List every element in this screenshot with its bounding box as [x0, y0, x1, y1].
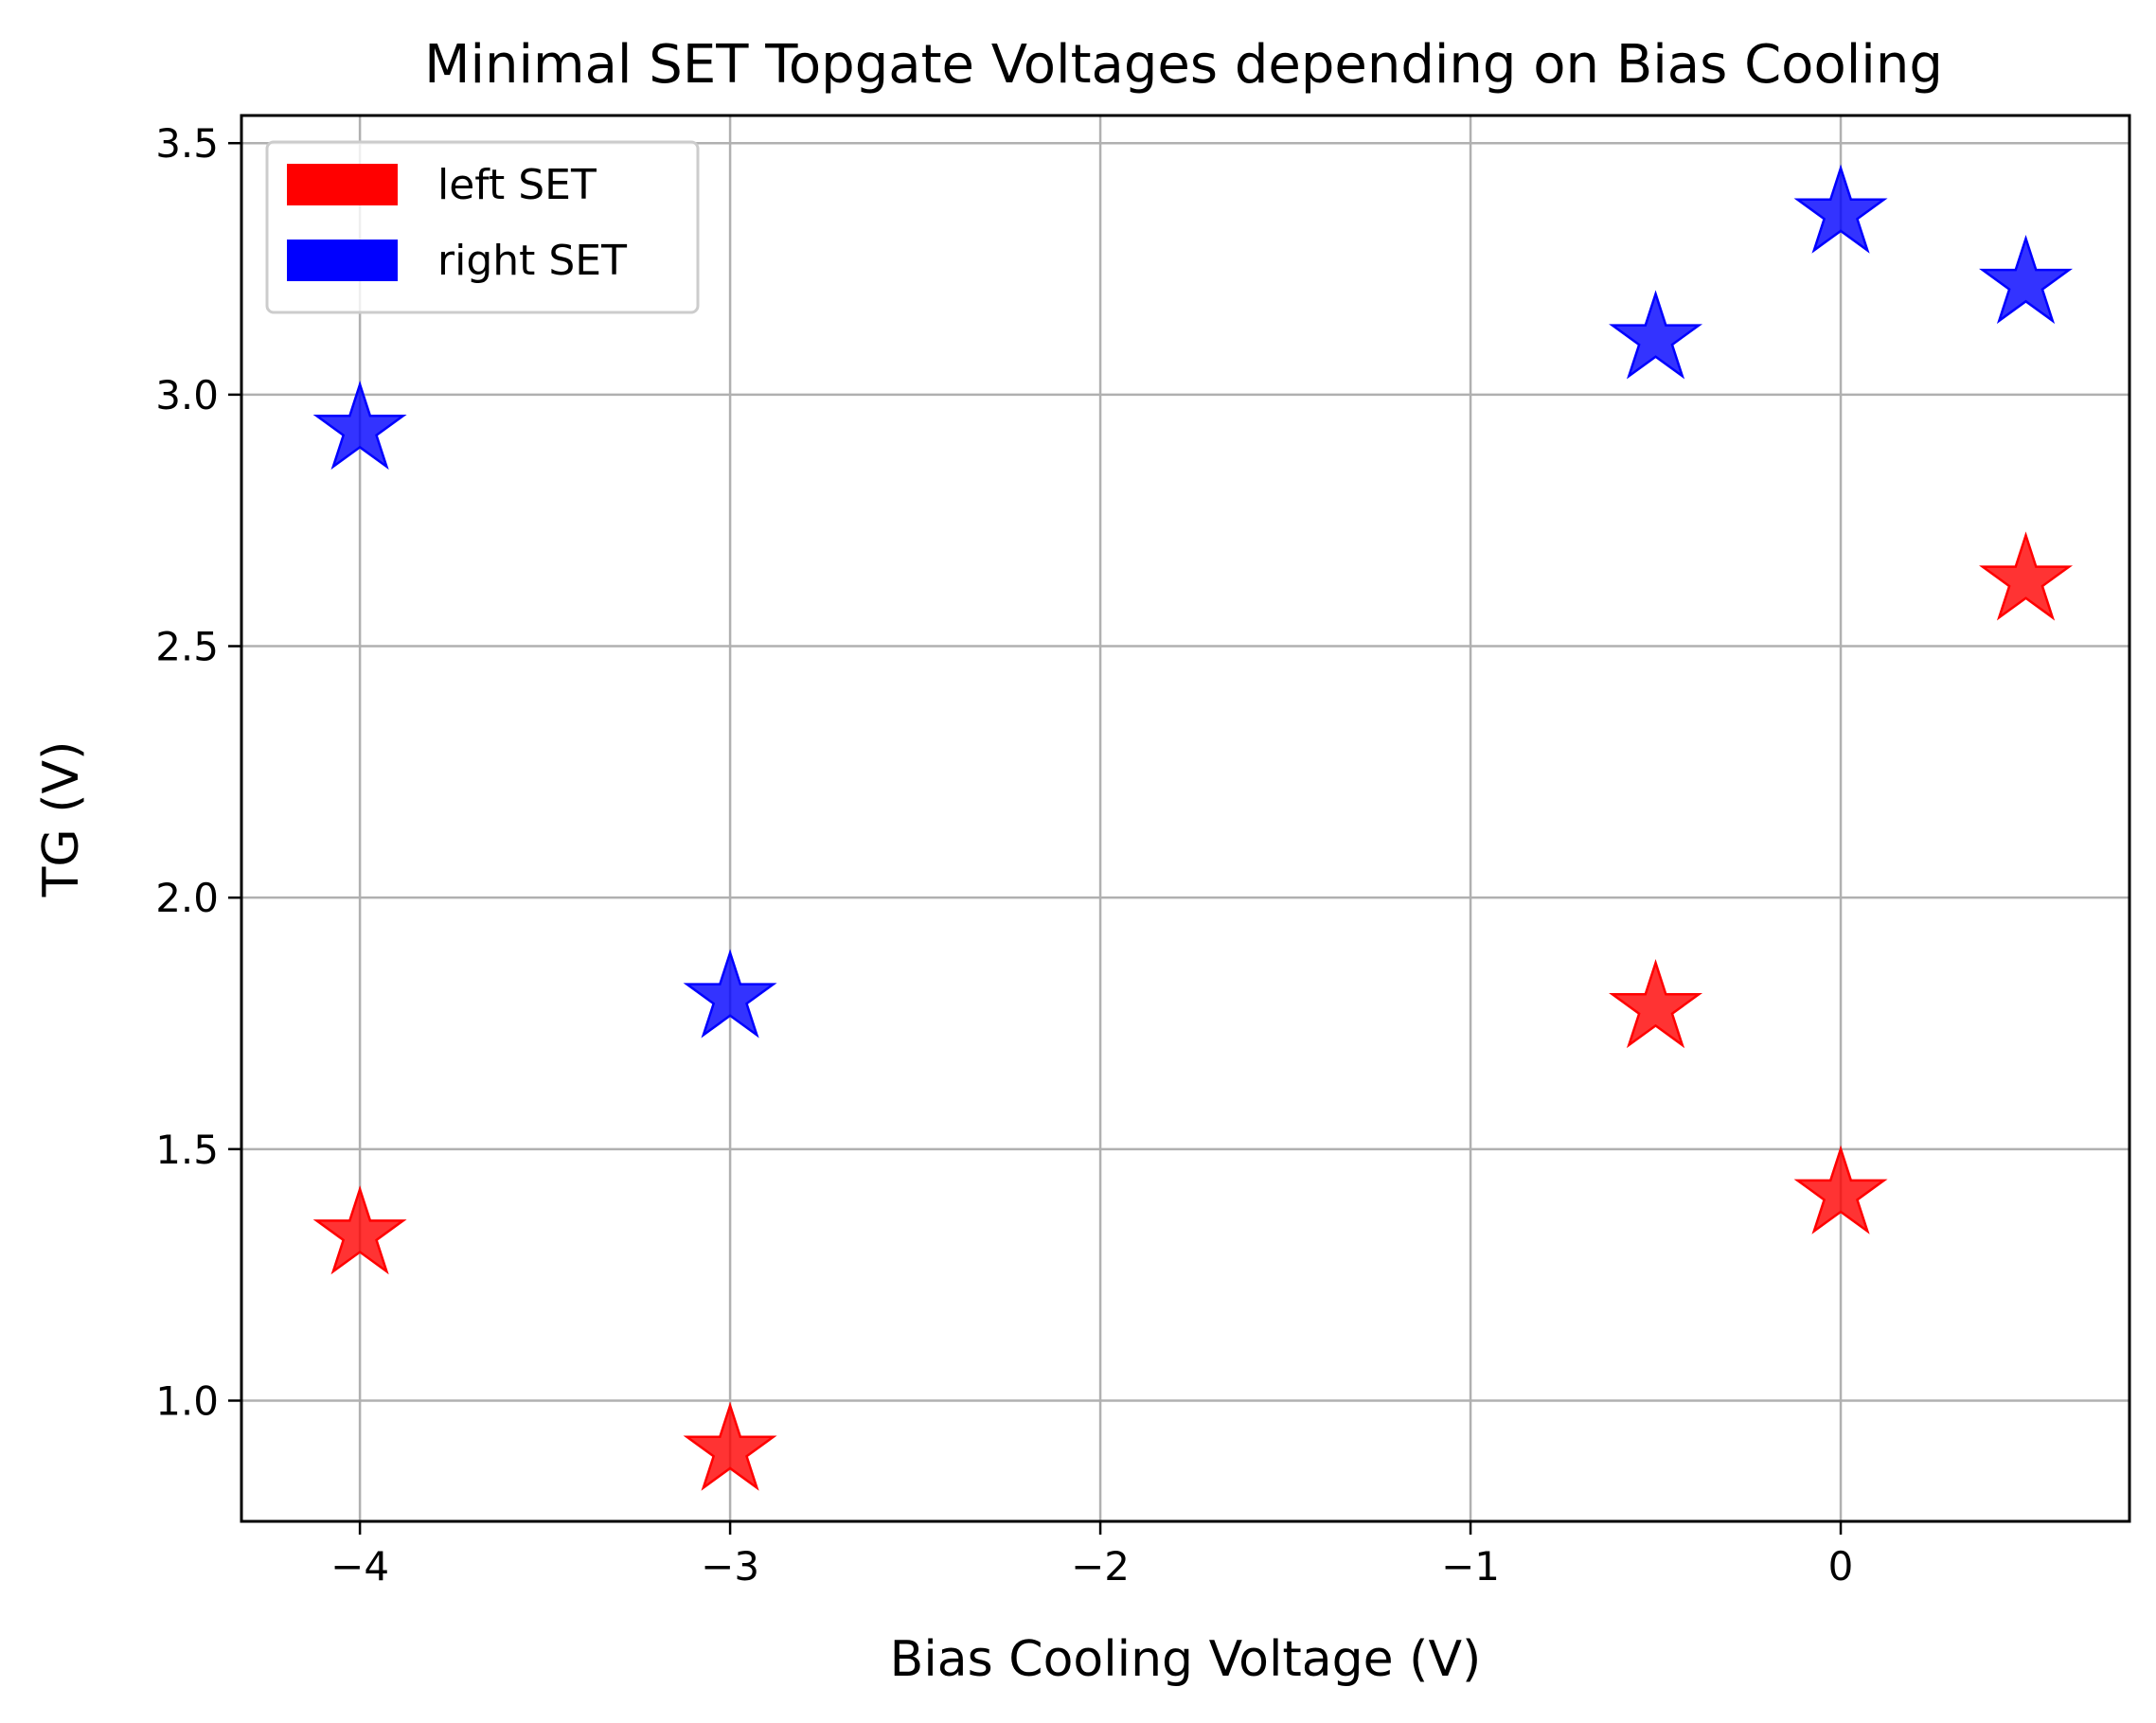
legend-swatch	[287, 164, 398, 205]
data-point	[312, 381, 407, 471]
plot-frame	[240, 114, 2131, 1523]
x-tick-label: −1	[1441, 1543, 1500, 1590]
x-axis-label: Bias Cooling Voltage (V)	[890, 1631, 1482, 1688]
y-tick-label: 1.0	[155, 1377, 219, 1424]
data-point	[683, 949, 777, 1039]
y-tick-label: 3.0	[155, 372, 219, 418]
legend: left SET right SET	[265, 140, 700, 314]
data-point	[683, 1401, 777, 1491]
axis-ticks: −4 −3 −2 −1 0 1.0 1.5 2.0 2.5 3.0 3.5	[155, 120, 1853, 1590]
series-left-set	[312, 531, 2074, 1491]
legend-swatch	[287, 240, 398, 281]
x-tick-label: −2	[1071, 1543, 1130, 1590]
data-point	[1979, 234, 2074, 325]
data-point	[1793, 1145, 1888, 1235]
data-point	[1793, 164, 1888, 254]
grid	[241, 115, 2129, 1521]
legend-label: right SET	[437, 237, 627, 285]
series-right-set	[312, 164, 2074, 1039]
legend-label: left SET	[437, 161, 597, 209]
y-tick-label: 3.5	[155, 120, 219, 167]
x-tick-label: 0	[1828, 1543, 1854, 1590]
x-tick-label: −4	[330, 1543, 389, 1590]
y-tick-label: 2.5	[155, 624, 219, 670]
chart-title: Minimal SET Topgate Voltages depending o…	[424, 34, 1943, 96]
y-tick-label: 1.5	[155, 1127, 219, 1173]
data-point	[312, 1185, 407, 1275]
data-point	[1979, 531, 2074, 621]
y-tick-label: 2.0	[155, 875, 219, 921]
y-axis-label: TG (V)	[33, 741, 90, 898]
x-tick-label: −3	[701, 1543, 759, 1590]
data-point	[1609, 959, 1703, 1049]
data-point	[1609, 290, 1703, 380]
data-points	[312, 164, 2074, 1491]
